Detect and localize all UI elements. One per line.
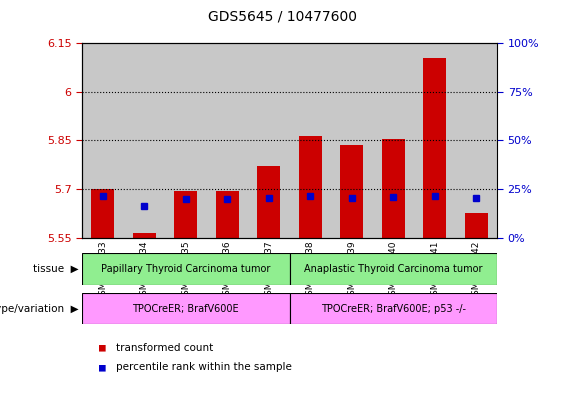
Text: transformed count: transformed count (116, 343, 213, 353)
Bar (289, 293, 497, 324)
Bar (341, 145, 363, 238)
Bar (92, 189, 114, 238)
Bar (248, 43, 289, 238)
Bar (299, 136, 321, 238)
Bar (373, 43, 414, 238)
Text: ■: ■ (99, 343, 106, 353)
Bar (382, 139, 405, 238)
Bar (331, 43, 373, 238)
Bar (258, 166, 280, 238)
Text: Papillary Thyroid Carcinoma tumor: Papillary Thyroid Carcinoma tumor (101, 264, 271, 274)
Text: Anaplastic Thyroid Carcinoma tumor: Anaplastic Thyroid Carcinoma tumor (304, 264, 483, 274)
Bar (82, 293, 289, 324)
Bar (133, 233, 155, 238)
Bar (414, 43, 455, 238)
Bar (82, 253, 289, 285)
Bar (123, 43, 165, 238)
Bar (289, 43, 331, 238)
Bar (207, 43, 248, 238)
Bar (465, 213, 488, 238)
Bar (424, 58, 446, 238)
Bar (216, 191, 238, 238)
Text: percentile rank within the sample: percentile rank within the sample (116, 362, 292, 373)
Bar (289, 253, 497, 285)
Bar (82, 43, 123, 238)
Text: TPOCreER; BrafV600E; p53 -/-: TPOCreER; BrafV600E; p53 -/- (321, 303, 466, 314)
Text: GDS5645 / 10477600: GDS5645 / 10477600 (208, 10, 357, 24)
Text: genotype/variation  ▶: genotype/variation ▶ (0, 303, 79, 314)
Text: ■: ■ (99, 362, 106, 373)
Bar (175, 191, 197, 238)
Bar (455, 43, 497, 238)
Text: tissue  ▶: tissue ▶ (33, 264, 79, 274)
Text: TPOCreER; BrafV600E: TPOCreER; BrafV600E (132, 303, 239, 314)
Bar (165, 43, 207, 238)
